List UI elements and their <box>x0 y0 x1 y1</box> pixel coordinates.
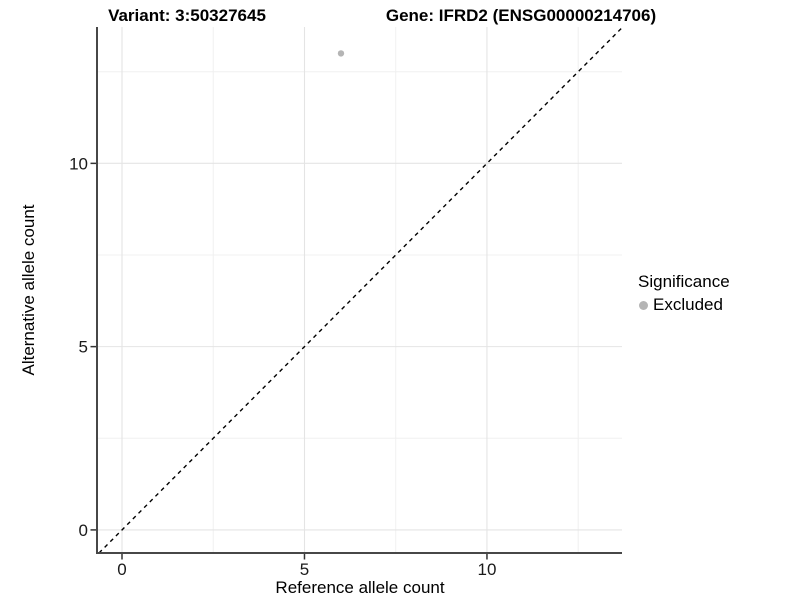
legend: Significance Excluded <box>636 272 730 315</box>
legend-item: Excluded <box>636 295 730 315</box>
x-axis-title: Reference allele count <box>275 578 445 597</box>
x-tick-label: 10 <box>478 560 497 579</box>
legend-item-label: Excluded <box>653 295 723 314</box>
y-axis-title: Alternative allele count <box>19 204 38 376</box>
data-point <box>337 50 345 57</box>
plot-title-gene: Gene: IFRD2 (ENSG00000214706) <box>385 6 657 25</box>
legend-items: Excluded <box>636 295 730 315</box>
x-tick-label: 0 <box>117 560 126 579</box>
plot-title-variant: Variant: 3:50327645 <box>108 6 266 25</box>
y-tick-label: 0 <box>79 521 88 540</box>
y-tick-label: 10 <box>69 154 88 173</box>
legend-title: Significance <box>638 272 730 291</box>
x-tick-label: 5 <box>300 560 309 579</box>
legend-key-dot-icon <box>639 300 648 310</box>
identity-reference-line <box>98 27 623 554</box>
y-tick-label: 5 <box>79 338 88 357</box>
